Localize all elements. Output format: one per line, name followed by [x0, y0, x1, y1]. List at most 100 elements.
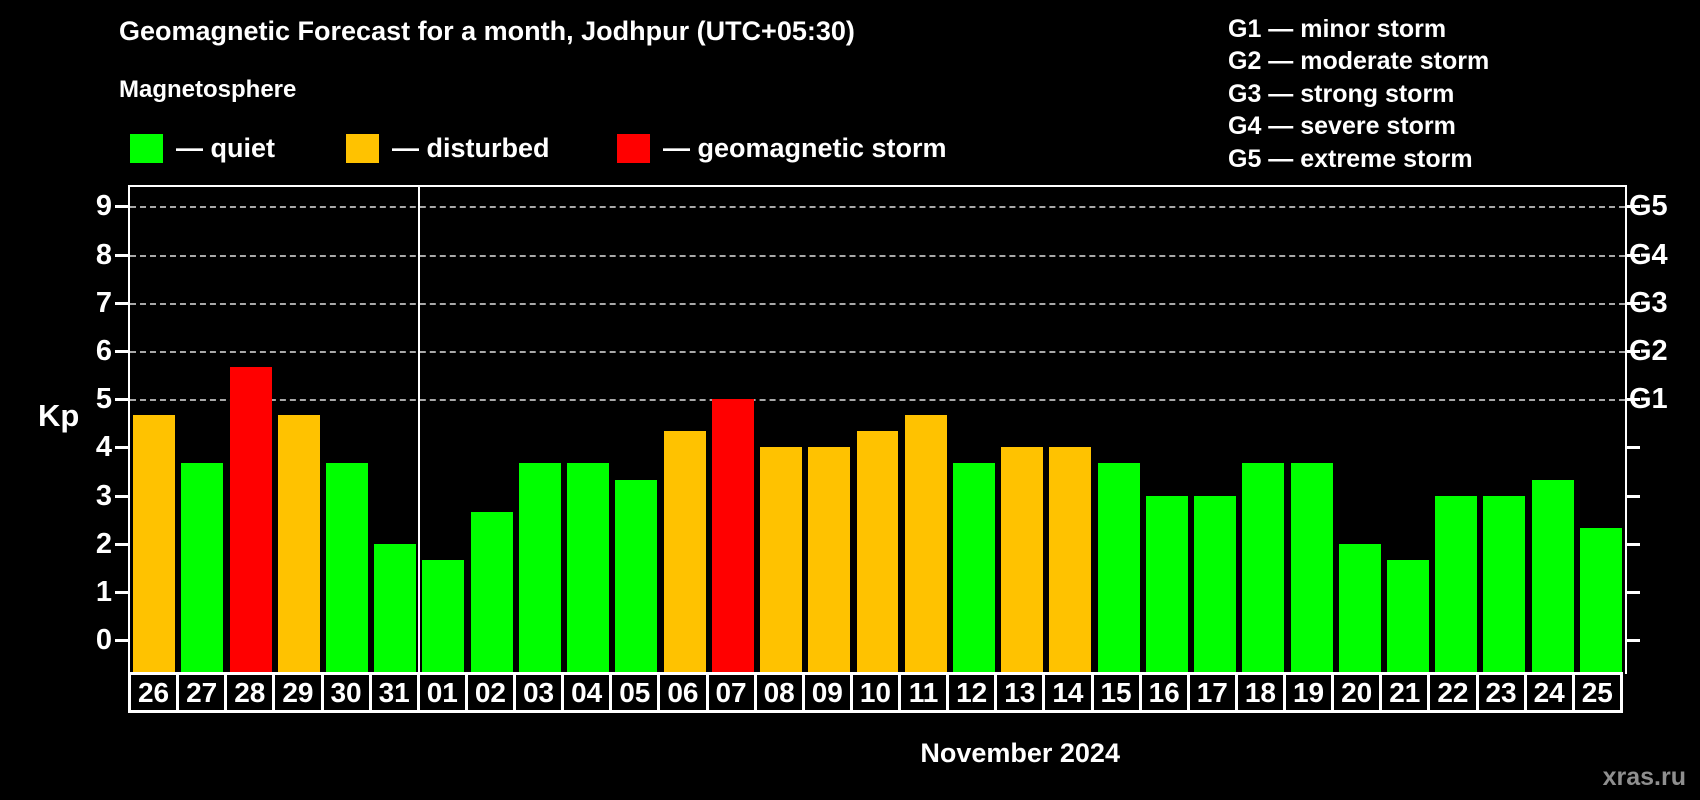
- y-tick-right-8: [1627, 253, 1640, 257]
- watermark: xras.ru: [1602, 763, 1686, 791]
- kp-bar-21: [1387, 559, 1429, 674]
- y-tick-right-6: [1627, 349, 1640, 353]
- storm-scale-line-g2: G2 — moderate storm: [1228, 47, 1490, 76]
- storm-scale-line-g1: G1 — minor storm: [1228, 15, 1447, 43]
- y-tick-left-9: [115, 205, 128, 209]
- storm-scale-line-g5: G5 — extreme storm: [1228, 144, 1473, 173]
- y-tick-left-0: [115, 639, 128, 643]
- date-cell-17: 17: [1186, 672, 1238, 713]
- y-tick-label-3: 3: [95, 479, 112, 512]
- kp-bar-25: [1579, 527, 1622, 674]
- y-tick-label-8: 8: [95, 238, 112, 271]
- kp-bar-29: [277, 415, 320, 674]
- x-axis-date-row: 26 27 28 29 30 31 01 02 03 04 05 06 07 08 09 10 11 12 13 14…: [128, 672, 1623, 713]
- date-cell-24: 24: [1523, 672, 1575, 713]
- y-tick-right-0: [1627, 639, 1640, 643]
- y-tick-right-7: [1627, 301, 1640, 305]
- kp-bar-13: [1001, 447, 1044, 674]
- date-cell-14: 14: [1042, 672, 1094, 713]
- date-cell-30: 30: [320, 672, 372, 713]
- disturbed-label: — disturbed: [392, 132, 550, 163]
- date-cell-25: 25: [1571, 672, 1623, 713]
- y-tick-left-6: [115, 349, 128, 353]
- kp-bar-16: [1145, 495, 1188, 674]
- legend-item-disturbed: — disturbed: [346, 132, 550, 164]
- y-tick-right-1: [1627, 591, 1640, 595]
- y-tick-label-5: 5: [95, 383, 112, 416]
- chart-title: Geomagnetic Forecast for a month, Jodhpu…: [119, 16, 855, 46]
- date-cell-10: 10: [849, 672, 901, 713]
- kp-bar-20: [1338, 543, 1381, 674]
- kp-bar-09: [808, 447, 851, 674]
- kp-bar-03: [518, 463, 561, 674]
- y-tick-label-1: 1: [95, 576, 112, 609]
- kp-bar-11: [904, 415, 947, 674]
- kp-bar-27: [181, 463, 224, 674]
- chart-subtitle: Magnetosphere: [119, 76, 297, 103]
- kp-bar-22: [1435, 495, 1478, 674]
- kp-bar-24: [1531, 479, 1574, 674]
- y-tick-left-5: [115, 398, 128, 402]
- date-cell-01: 01: [416, 672, 468, 713]
- y-tick-right-5: [1627, 398, 1640, 402]
- date-cell-03: 03: [513, 672, 565, 713]
- y-tick-label-2: 2: [95, 527, 112, 560]
- date-cell-19: 19: [1283, 672, 1335, 713]
- kp-bar-23: [1483, 495, 1526, 674]
- date-cell-31: 31: [368, 672, 420, 713]
- kp-bar-28: [229, 366, 272, 674]
- y-axis-title: Kp: [38, 398, 80, 433]
- date-cell-07: 07: [705, 672, 757, 713]
- storm-scale-line-g4: G4 — severe storm: [1228, 112, 1456, 141]
- y-tick-left-3: [115, 494, 128, 498]
- legend-item-quiet: — quiet: [130, 132, 275, 164]
- g-tick-label-g1: G1: [1629, 383, 1668, 416]
- storm-scale-legend: G1 — minor storm G2 — moderate storm G3 …: [1228, 13, 1489, 175]
- kp-bar-07: [711, 399, 754, 674]
- gridline-kp6: [130, 350, 1625, 353]
- date-cell-16: 16: [1138, 672, 1190, 713]
- date-cell-05: 05: [609, 672, 661, 713]
- kp-bar-19: [1290, 463, 1333, 674]
- plot-area: 0 1 2 3 4 5 6 7 8 9 G1 G2 G3 G4 G5: [96, 185, 1668, 674]
- date-cell-09: 09: [801, 672, 853, 713]
- g-tick-label-g2: G2: [1629, 334, 1668, 367]
- date-cell-15: 15: [1090, 672, 1142, 713]
- kp-bar-31: [374, 543, 417, 674]
- y-tick-label-6: 6: [95, 334, 112, 367]
- kp-bar-08: [760, 447, 803, 674]
- kp-bar-17: [1194, 495, 1237, 674]
- g-tick-label-g3: G3: [1629, 286, 1668, 319]
- g-tick-label-g5: G5: [1629, 190, 1668, 223]
- y-tick-right-9: [1627, 205, 1640, 209]
- date-cell-06: 06: [657, 672, 709, 713]
- x-axis-title: November 2024: [920, 738, 1120, 768]
- storm-label: — geomagnetic storm: [663, 132, 947, 163]
- y-tick-left-8: [115, 253, 128, 257]
- kp-bar-06: [663, 431, 706, 674]
- kp-bar-10: [856, 431, 899, 674]
- storm-scale-line-g3: G3 — strong storm: [1228, 79, 1455, 108]
- date-cell-22: 22: [1427, 672, 1479, 713]
- date-cell-18: 18: [1234, 672, 1286, 713]
- y-tick-left-4: [115, 446, 128, 450]
- quiet-swatch: [130, 133, 163, 163]
- kp-bar-12: [952, 463, 995, 674]
- kp-bar-02: [470, 511, 513, 674]
- date-cell-20: 20: [1331, 672, 1383, 713]
- date-cell-21: 21: [1379, 672, 1431, 713]
- y-tick-left-1: [115, 591, 128, 595]
- legend-item-storm: — geomagnetic storm: [617, 132, 947, 164]
- g-tick-label-g4: G4: [1629, 238, 1668, 271]
- kp-bar-05: [615, 479, 658, 674]
- date-cell-29: 29: [272, 672, 324, 713]
- y-tick-right-4: [1627, 446, 1640, 450]
- kp-bar-04: [567, 463, 610, 674]
- gridline-kp9: [130, 206, 1625, 209]
- y-tick-right-3: [1627, 494, 1640, 498]
- y-tick-label-0: 0: [95, 624, 112, 657]
- y-tick-label-9: 9: [95, 190, 112, 223]
- kp-bar-15: [1097, 463, 1140, 674]
- date-cell-08: 08: [753, 672, 805, 713]
